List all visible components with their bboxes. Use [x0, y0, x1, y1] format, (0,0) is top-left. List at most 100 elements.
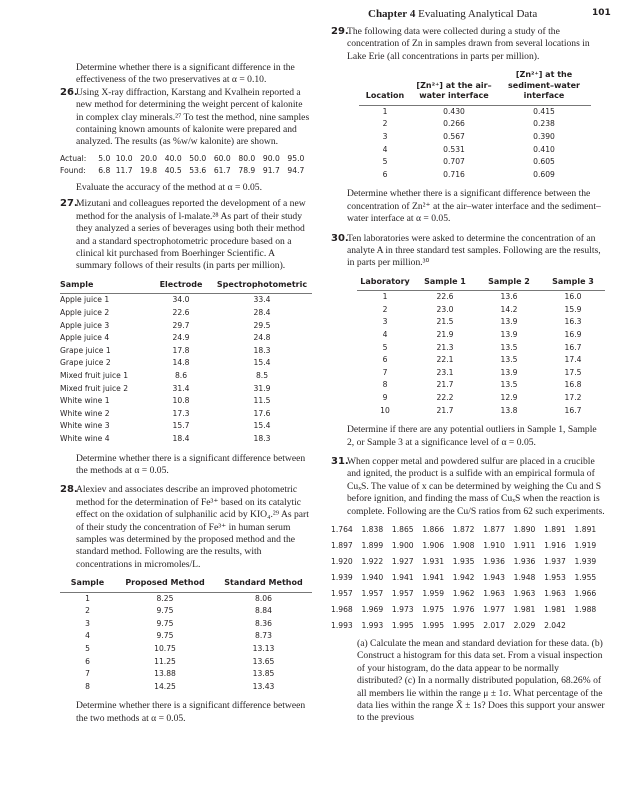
- table-cell: 16.3: [564, 317, 582, 327]
- data-value: 1.993: [331, 621, 353, 630]
- table-row: 3 9.75 8.36: [60, 618, 312, 631]
- table-cell: 1: [382, 106, 388, 116]
- data-value: 1.981: [544, 605, 566, 614]
- table-cell: White wine 2: [60, 408, 110, 418]
- table-cell: 17.4: [564, 355, 582, 365]
- data-value: 6.8: [98, 166, 111, 176]
- table-row: Apple juice 2 22.6 28.4: [60, 307, 312, 320]
- table-cell: 8: [85, 681, 90, 691]
- data-value: 1.963: [513, 589, 536, 598]
- data-value: 1.897: [331, 541, 353, 550]
- table-cell: 0.266: [443, 119, 465, 129]
- table-row: 1 0.430 0.415: [359, 105, 591, 118]
- data-value: 1.988: [574, 605, 597, 614]
- table-cell: 4: [382, 144, 388, 154]
- data-value: 1.942: [452, 573, 475, 582]
- table-header-row: Laboratory Sample 1 Sample 2 Sample 3: [357, 276, 605, 292]
- data-row: 1.957 1.957 1.957 1.959 1.962 1.963 1.963 1.963…: [331, 586, 605, 602]
- table-cell: 0.567: [443, 131, 465, 141]
- chapter-number: 4: [409, 8, 416, 20]
- data-value: 94.7: [287, 166, 305, 176]
- table-cell: 6: [85, 656, 90, 666]
- problem-28: 28. Alexiev and associates describe an i…: [60, 484, 312, 571]
- table-row: 4 0.531 0.410: [359, 144, 591, 157]
- data-row: 1.968 1.969 1.973 1.975 1.976 1.977 1.981 1.981…: [331, 602, 605, 618]
- table-cell: 14.2: [500, 304, 518, 314]
- data-value: 2.017: [483, 621, 505, 630]
- data-value: 1.906: [422, 541, 445, 550]
- table-cell: White wine 3: [60, 421, 110, 431]
- table-row: 4 9.75 8.73: [60, 630, 312, 643]
- data-value: 1.963: [483, 589, 505, 598]
- table-cell: 16.0: [564, 292, 582, 302]
- data-row: 1.939 1.940 1.941 1.941 1.942 1.943 1.948 1.953…: [331, 570, 605, 586]
- data-value: 1.953: [544, 573, 566, 582]
- data-value: 10.0: [115, 153, 133, 163]
- table-cell: 10.75: [154, 644, 176, 654]
- column-header: [Zn²⁺] at the sediment–water interface: [497, 70, 591, 106]
- problem-number: 29.: [331, 26, 349, 37]
- table-cell: 9.75: [156, 606, 174, 616]
- data-value: 1.962: [452, 589, 475, 598]
- table-cell: 18.4: [172, 433, 190, 443]
- data-value: 1.936: [483, 557, 505, 566]
- table-cell: 22.6: [436, 292, 454, 302]
- laboratory-table: Laboratory Sample 1 Sample 2 Sample 3 1 22.6 1…: [357, 276, 605, 417]
- table-cell: 0.390: [533, 131, 555, 141]
- table-cell: 10: [380, 405, 390, 415]
- problem-number: 28.: [60, 484, 78, 496]
- table-cell: 5: [382, 157, 388, 167]
- table-cell: 17.5: [564, 367, 582, 377]
- table-header-row: Location [Zn²⁺] at the air–water interfac…: [359, 70, 591, 106]
- column-header: Laboratory: [357, 276, 413, 292]
- column-header: [Zn²⁺] at the air–water interface: [411, 70, 497, 106]
- table-cell: 7: [85, 669, 90, 679]
- table-cell: 0.707: [443, 157, 465, 167]
- table-row: 5 10.75 13.13: [60, 643, 312, 656]
- table-cell: 9.75: [156, 631, 174, 641]
- data-value: 1.935: [452, 557, 475, 566]
- problem-number: 30.: [331, 232, 349, 244]
- data-value: 1.764: [331, 525, 353, 534]
- data-value: 1.955: [574, 573, 597, 582]
- data-value: 1.911: [513, 541, 536, 550]
- table-cell: 2: [382, 304, 388, 314]
- problem-text: When copper metal and powdered sulfur ar…: [347, 455, 605, 517]
- table-cell: 11.25: [154, 656, 176, 666]
- table-cell: 21.7: [436, 405, 454, 415]
- data-value: 1.890: [513, 525, 536, 534]
- table-cell: 2: [85, 606, 90, 616]
- table-row: Mixed fruit juice 2 31.4 31.9: [60, 383, 312, 396]
- data-value: 91.7: [262, 166, 280, 176]
- running-header: Chapter 4 Evaluating Analytical Data: [368, 8, 537, 20]
- table-row: Mixed fruit juice 1 8.6 8.5: [60, 370, 312, 383]
- table-row: 3 21.5 13.9 16.3: [357, 316, 605, 329]
- data-value: 1.995: [391, 621, 414, 630]
- right-column: 29. The following data were collected du…: [331, 26, 605, 725]
- table-row: White wine 2 17.3 17.6: [60, 408, 312, 421]
- data-value: 5.0: [98, 153, 111, 163]
- table-cell: 8.06: [255, 593, 272, 603]
- column-header: Standard Method: [215, 578, 312, 593]
- table-cell: 15.9: [564, 304, 582, 314]
- table-row: White wine 1 10.8 11.5: [60, 395, 312, 408]
- table-cell: 16.7: [564, 405, 582, 415]
- table-cell: 22.1: [436, 355, 454, 365]
- data-value: 1.957: [331, 589, 353, 598]
- data-value: 1.891: [544, 525, 566, 534]
- table-cell: 31.9: [253, 383, 271, 393]
- table-cell: 13.8: [500, 405, 518, 415]
- column-header: Sample 1: [413, 276, 477, 292]
- data-value: 2.042: [544, 621, 566, 630]
- problem-text: Using X-ray diffraction, Karstang and Kv…: [76, 86, 310, 148]
- data-row: 1.897 1.899 1.900 1.906 1.908 1.910 1.911 1.916…: [331, 538, 605, 554]
- table-cell: 13.5: [500, 380, 518, 390]
- table-cell: 16.8: [564, 380, 582, 390]
- table-cell: 14.8: [172, 358, 190, 368]
- table-cell: 8.36: [255, 618, 272, 628]
- data-value: 1.976: [452, 605, 475, 614]
- table-cell: 13.9: [500, 317, 518, 327]
- table-cell: 8.25: [156, 593, 174, 603]
- table-cell: 2: [382, 119, 388, 129]
- data-row: 1.920 1.922 1.927 1.931 1.935 1.936 1.936 1.937…: [331, 554, 605, 570]
